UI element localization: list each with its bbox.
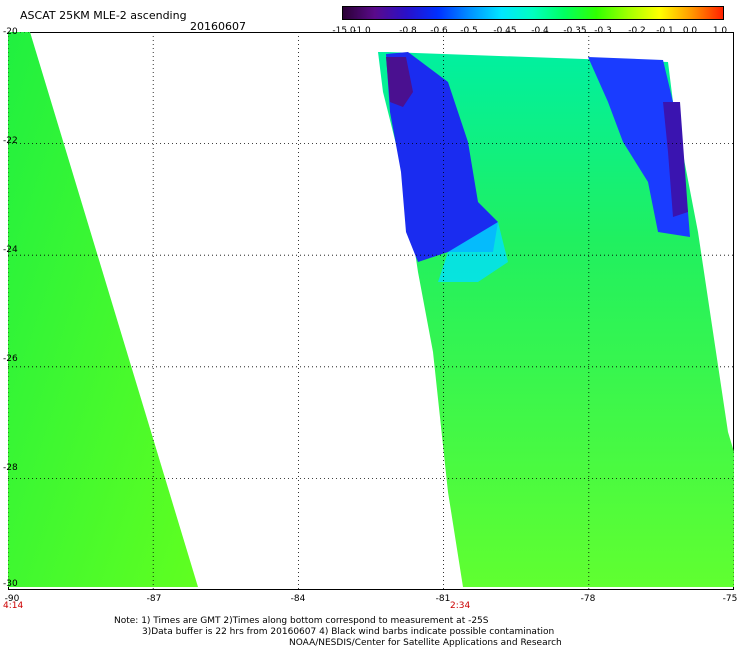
lon-label: -87 [146, 594, 162, 604]
note-line-2: 3)Data buffer is 22 hrs from 20160607 4)… [142, 627, 555, 637]
cb-label: -0.8 [399, 26, 417, 36]
color-scale-bar [342, 6, 724, 20]
cb-label: -1.0 [353, 26, 371, 36]
cyan-edge [438, 222, 508, 282]
lat-label: -30 [3, 579, 18, 589]
cb-label: -15.0 [332, 26, 356, 36]
lon-label: -90 [4, 594, 20, 604]
west-blue-zone [386, 52, 498, 262]
lat-label: -20 [3, 27, 18, 37]
lon-label: -75 [722, 594, 738, 604]
cb-label: -0.45 [493, 26, 517, 36]
lat-label: -24 [3, 245, 18, 255]
chart-date: 20160607 [190, 20, 246, 33]
wind-map [8, 32, 734, 590]
cb-label: -0.35 [563, 26, 587, 36]
lat-label: -26 [3, 354, 18, 364]
cb-label: -0.6 [430, 26, 448, 36]
cb-label: -0.5 [460, 26, 478, 36]
cb-label: -0.4 [531, 26, 549, 36]
lat-label: -22 [3, 136, 18, 146]
note-line-3: NOAA/NESDIS/Center for Satellite Applica… [289, 638, 562, 648]
lat-label: -28 [3, 463, 18, 473]
west-purple-zone [386, 57, 413, 107]
map-grid [8, 32, 734, 590]
cb-label: -0.3 [594, 26, 612, 36]
chart-title: ASCAT 25KM MLE-2 ascending [20, 9, 187, 22]
lon-label: -81 [435, 594, 451, 604]
left-swath [8, 32, 198, 587]
note-line-1: Note: 1) Times are GMT 2)Times along bot… [114, 616, 489, 626]
color-scale-labels: -15.0 -1.0 -0.8 -0.6 -0.5 -0.45 -0.4 -0.… [332, 26, 730, 38]
swath-time-right: 2:34 [450, 601, 471, 611]
cb-label: 1.0 [712, 26, 728, 36]
cb-label: -0.1 [656, 26, 674, 36]
cb-label: 0.0 [682, 26, 698, 36]
cb-label: -0.2 [628, 26, 646, 36]
lon-label: -84 [290, 594, 306, 604]
swath-time-left: 4:14 [3, 601, 24, 611]
notes-block: Note: 1) Times are GMT 2)Times along bot… [114, 616, 562, 649]
east-purple-zone [663, 102, 688, 217]
lon-label: -78 [580, 594, 596, 604]
